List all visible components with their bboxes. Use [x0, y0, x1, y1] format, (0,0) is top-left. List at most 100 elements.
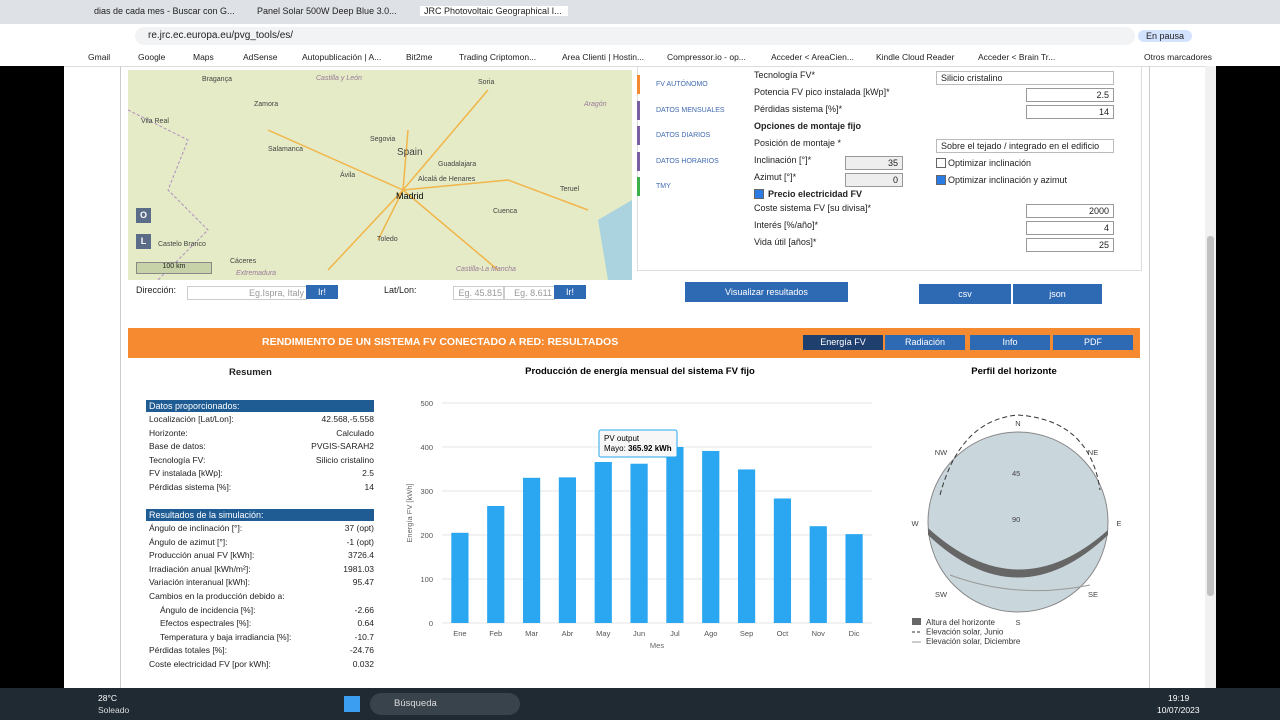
result-tab[interactable]: Info: [970, 335, 1050, 350]
row-value: 1981.03: [343, 563, 374, 574]
bookmark[interactable]: Acceder < Brain Tr...: [978, 52, 1056, 62]
row-value: 2.5: [362, 468, 374, 479]
row-label: Producción anual FV [kWh]:: [149, 550, 255, 561]
bar: [737, 469, 756, 623]
row-label: Ángulo de azimut [°]:: [149, 536, 228, 547]
x-tick-label: Dic: [849, 629, 860, 638]
tab[interactable]: JRC Photovoltaic Geographical I...: [420, 6, 568, 16]
map-zoom[interactable]: O: [136, 208, 151, 223]
form-label: Tecnología FV*: [754, 70, 816, 80]
tab[interactable]: dias de cada mes - Buscar con G...: [94, 6, 234, 16]
right-margin: [1216, 66, 1280, 688]
bookmark[interactable]: Compressor.io - op...: [667, 52, 746, 62]
map-label: Toledo: [377, 236, 398, 243]
form-label: Vida útil [años]*: [754, 237, 817, 247]
horizon-chart: Perfil del horizonte N NE E SE S SW W NW 45 90 Altu…: [911, 366, 1121, 646]
bookmark[interactable]: Autopublicación | A...: [302, 52, 382, 62]
form-input[interactable]: 0: [845, 173, 903, 187]
tooltip-label: Mayo:: [604, 444, 626, 453]
map-label: Guadalajara: [438, 161, 477, 168]
bookmark[interactable]: Acceder < AreaCien...: [771, 52, 854, 62]
page-frame: [120, 66, 1150, 688]
lat-input[interactable]: Eg. 45.815: [453, 286, 505, 300]
go-button[interactable]: Ir!: [306, 285, 338, 299]
section-title: Perfil del horizonte: [971, 366, 1057, 377]
bookmark[interactable]: Gmail: [88, 52, 111, 62]
profile[interactable]: En pausa: [1138, 30, 1193, 42]
checkbox-label[interactable]: Optimizar inclinación: [948, 158, 1032, 168]
row-label: Pérdidas sistema [%]:: [149, 482, 232, 492]
row-value: 3726.4: [348, 550, 374, 561]
side-tab[interactable]: TMY: [637, 177, 671, 196]
form-input[interactable]: 2000: [1026, 204, 1114, 218]
visualize-button[interactable]: Visualizar resultados: [685, 282, 848, 302]
search-box[interactable]: [370, 693, 520, 715]
checkbox[interactable]: [754, 189, 764, 199]
omnibox[interactable]: [135, 27, 1135, 45]
row-value: Calculado: [336, 427, 374, 438]
bar: [809, 526, 827, 623]
map-label: Segovia: [370, 136, 396, 143]
search-text[interactable]: Búsqueda: [394, 698, 437, 709]
bookmark[interactable]: AdSense: [243, 52, 278, 62]
start-button[interactable]: [344, 696, 360, 712]
legend-swatch: [912, 618, 921, 625]
bookmark[interactable]: Maps: [193, 52, 214, 62]
map[interactable]: [128, 70, 632, 280]
bookmark[interactable]: Otros marcadores: [1144, 52, 1213, 62]
checkbox[interactable]: [936, 158, 946, 168]
form-input[interactable]: 2.5: [1026, 88, 1114, 102]
form-label: Opciones de montaje fijo: [754, 121, 862, 131]
result-tab[interactable]: Radiación: [885, 335, 965, 350]
row-value: 42.568,-5.558: [321, 414, 374, 424]
bar: [773, 498, 792, 623]
x-tick-label: Abr: [562, 629, 574, 638]
result-tab[interactable]: PDF: [1053, 335, 1133, 350]
form-label: Interés [%/año]*: [754, 220, 819, 230]
direction-label: S: [1015, 618, 1020, 627]
x-tick-label: Jun: [633, 629, 645, 638]
map-label: Zamora: [254, 101, 279, 108]
x-tick-label: Feb: [489, 629, 502, 638]
side-tab[interactable]: DATOS MENSUALES: [637, 100, 725, 120]
direction-label: W: [911, 519, 919, 528]
go-button[interactable]: Ir!: [554, 285, 586, 299]
table-header: Resultados de la simulación:: [146, 509, 374, 521]
bookmark[interactable]: Trading Criptomon...: [459, 52, 537, 62]
row-value: 0.032: [352, 659, 374, 669]
ring-label: 45: [1012, 469, 1020, 478]
json-button[interactable]: json: [1013, 284, 1102, 304]
checkbox-label[interactable]: Precio electricidad FV: [768, 189, 863, 199]
bookmark[interactable]: Kindle Cloud Reader: [876, 52, 955, 62]
scrollbar[interactable]: [1205, 66, 1216, 688]
form-input[interactable]: 4: [1026, 221, 1114, 235]
form-input[interactable]: 14: [1026, 105, 1114, 119]
y-tick-label: 200: [420, 531, 433, 540]
clock: 19:19: [1168, 693, 1190, 703]
lon-input[interactable]: Eg. 8.611: [503, 286, 555, 300]
x-tick-label: Jul: [670, 629, 680, 638]
csv-button[interactable]: csv: [919, 284, 1011, 304]
side-tab[interactable]: FV AUTÓNOMO: [637, 75, 708, 94]
bookmark[interactable]: Area Clienti | Hostin...: [562, 52, 645, 62]
side-tab[interactable]: DATOS DIARIOS: [637, 126, 710, 145]
bookmark[interactable]: Bit2me: [406, 52, 433, 62]
form-input[interactable]: 25: [1026, 238, 1114, 252]
form-input[interactable]: 35: [845, 156, 903, 170]
bookmarks-bar: [0, 48, 1280, 67]
tab[interactable]: Panel Solar 500W Deep Blue 3.0...: [257, 6, 397, 16]
row-value: PVGIS-SARAH2: [311, 441, 374, 452]
address-input[interactable]: Eg.Ispra, Italy: [187, 286, 307, 300]
select[interactable]: Silicio cristalino: [936, 71, 1114, 85]
checkbox[interactable]: [936, 175, 946, 185]
row-label: Ángulo de inclinación [°]:: [149, 523, 243, 533]
map-roads: [128, 89, 632, 280]
checkbox-label[interactable]: Optimizar inclinación y azimut: [948, 175, 1068, 185]
bar: [630, 463, 648, 623]
tab-bar: [0, 0, 1280, 24]
map-layer[interactable]: L: [136, 234, 151, 249]
result-tab[interactable]: Energía FV: [803, 335, 883, 350]
select[interactable]: Sobre el tejado / integrado en el edific…: [936, 139, 1114, 153]
side-tab[interactable]: DATOS HORARIOS: [637, 151, 719, 171]
bookmark[interactable]: Google: [138, 52, 166, 62]
